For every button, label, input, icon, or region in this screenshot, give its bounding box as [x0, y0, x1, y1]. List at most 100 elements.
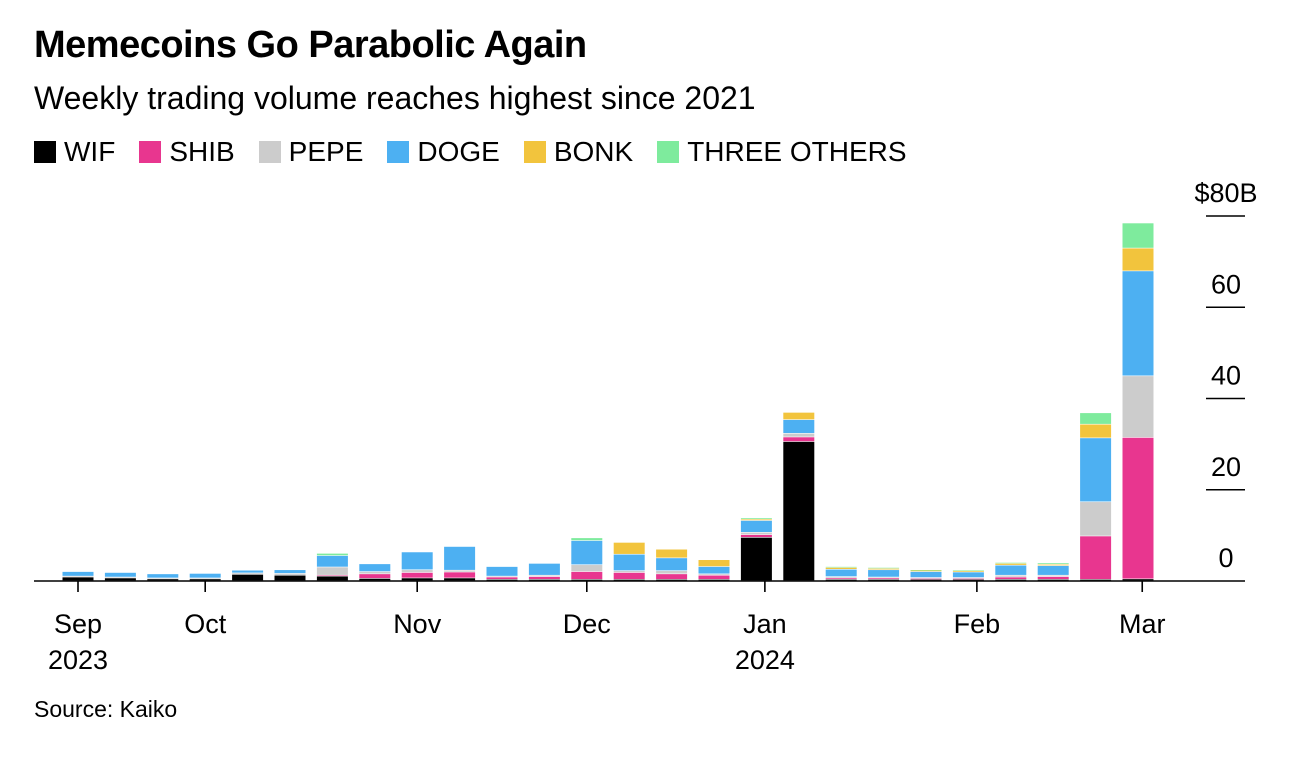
bar-segment-shib	[1037, 576, 1069, 580]
bar-segment-pepe	[274, 573, 306, 575]
bar-segment-pepe	[359, 571, 391, 574]
bar-segment-shib	[359, 574, 391, 579]
bar-segment-three-others	[952, 570, 984, 571]
bars-layer	[62, 223, 1154, 581]
bar-segment-wif	[528, 579, 560, 581]
bar-segment-doge	[613, 554, 645, 571]
bar-segment-bonk	[910, 570, 942, 572]
bar-segment-doge	[486, 566, 518, 576]
bar-segment-shib	[1080, 536, 1112, 580]
bar-segment-wif	[698, 579, 730, 581]
legend-item-three-others: THREE OTHERS	[657, 136, 907, 168]
bar-segment-three-others	[571, 538, 603, 541]
legend-swatch-wif	[34, 141, 56, 163]
bar-segment-shib	[656, 574, 688, 580]
bar-segment-doge	[444, 546, 476, 570]
bar-week-8	[401, 552, 433, 581]
bar-week-6	[316, 553, 348, 581]
bar-segment-pepe	[1122, 376, 1154, 438]
bar-segment-doge	[62, 571, 94, 576]
bar-segment-wif	[1122, 579, 1154, 581]
x-tick-sublabel: 2024	[735, 645, 795, 675]
legend-label-doge: DOGE	[417, 136, 500, 167]
bar-segment-wif	[486, 579, 518, 581]
bar-segment-wif	[316, 576, 348, 581]
bar-week-24	[1080, 413, 1112, 581]
x-tick-label: Jan	[743, 609, 787, 639]
x-tick-sublabel: 2023	[48, 645, 108, 675]
bar-week-20	[910, 570, 942, 581]
bar-segment-doge	[783, 419, 815, 434]
bar-segment-doge	[147, 574, 179, 578]
bar-segment-shib	[995, 577, 1027, 580]
bar-segment-wif	[444, 578, 476, 581]
bar-segment-pepe	[995, 575, 1027, 577]
bar-segment-doge	[656, 558, 688, 571]
bar-week-1	[104, 572, 136, 581]
bar-segment-three-others	[910, 570, 942, 571]
bar-segment-pepe	[613, 570, 645, 573]
bar-segment-doge	[571, 540, 603, 565]
bar-segment-pepe	[401, 570, 433, 573]
x-tick-label: Feb	[954, 609, 1001, 639]
bar-segment-three-others	[995, 562, 1027, 564]
bar-week-0	[62, 571, 94, 581]
bar-segment-bonk	[995, 563, 1027, 565]
legend-item-wif: WIF	[34, 136, 115, 168]
bar-week-25	[1122, 223, 1154, 581]
bar-week-13	[613, 542, 645, 581]
bar-segment-doge	[910, 571, 942, 578]
bar-segment-bonk	[1122, 248, 1154, 271]
bar-segment-doge	[740, 520, 772, 533]
bar-week-15	[698, 560, 730, 581]
legend-item-doge: DOGE	[387, 136, 500, 168]
legend-label-shib: SHIB	[169, 136, 235, 167]
x-tick-label: Dec	[563, 609, 611, 639]
bar-segment-doge	[316, 555, 348, 567]
chart-subtitle: Weekly trading volume reaches highest si…	[34, 80, 756, 116]
bar-week-9	[444, 546, 476, 581]
bar-segment-wif	[783, 441, 815, 581]
legend-item-pepe: PEPE	[258, 136, 364, 168]
bar-segment-doge	[995, 565, 1027, 575]
bar-segment-three-others	[740, 518, 772, 519]
bar-week-12	[571, 538, 603, 581]
bar-segment-pepe	[1080, 502, 1112, 536]
legend-label-pepe: PEPE	[288, 136, 364, 167]
bar-segment-bonk	[656, 549, 688, 558]
bar-segment-pepe	[698, 574, 730, 575]
bar-segment-pepe	[656, 570, 688, 574]
legend-label-wif: WIF	[64, 136, 116, 167]
bar-segment-wif	[995, 579, 1027, 581]
bar-segment-doge	[825, 569, 857, 577]
bar-week-5	[274, 570, 306, 581]
bar-segment-shib	[528, 576, 560, 580]
bar-segment-pepe	[232, 573, 264, 575]
bar-segment-wif	[62, 577, 94, 581]
bar-segment-pepe	[740, 532, 772, 535]
bar-segment-shib	[316, 575, 348, 577]
bar-segment-bonk	[740, 519, 772, 521]
bar-segment-shib	[825, 578, 857, 580]
bar-segment-doge	[528, 563, 560, 575]
bar-segment-doge	[104, 572, 136, 577]
bar-segment-doge	[359, 564, 391, 572]
bar-segment-doge	[401, 552, 433, 570]
x-tick-label: Mar	[1119, 609, 1166, 639]
bar-week-4	[232, 570, 264, 581]
bar-segment-wif	[104, 578, 136, 581]
bar-segment-wif	[952, 579, 984, 581]
bar-segment-shib	[740, 534, 772, 538]
bar-segment-pepe	[1037, 575, 1069, 577]
bar-segment-doge	[952, 572, 984, 578]
bar-week-21	[952, 570, 984, 581]
y-axis: $80B 60 40 20 0	[1194, 178, 1257, 573]
legend-label-three-others: THREE OTHERS	[687, 136, 907, 167]
legend-label-bonk: BONK	[553, 136, 634, 167]
bar-segment-shib	[910, 578, 942, 580]
y-tick-label: 60	[1211, 269, 1241, 299]
bar-segment-doge	[1037, 565, 1069, 575]
bar-segment-pepe	[528, 575, 560, 577]
legend-swatch-doge	[387, 141, 410, 163]
x-tick-label: Sep	[54, 609, 102, 639]
